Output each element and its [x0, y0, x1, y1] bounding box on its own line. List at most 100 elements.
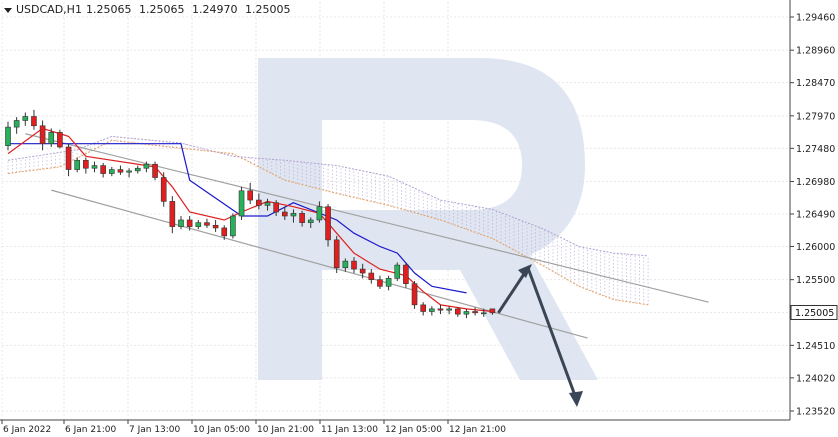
senkou-span-a: [7, 139, 649, 306]
candle-body-14: [126, 170, 132, 173]
candle-body-43: [377, 279, 383, 287]
candle-body-12: [109, 169, 115, 174]
candle-body-37: [325, 206, 331, 241]
candle-body-16: [143, 163, 150, 169]
time-tick-label-0: 6 Jan 2022: [3, 425, 51, 435]
candle-body-19: [169, 201, 176, 227]
candle-body-13: [117, 169, 124, 173]
candle-body-10: [91, 165, 98, 169]
chart-header: USDCAD,H1 1.25065 1.25065 1.24970 1.2500…: [4, 3, 294, 16]
candle-body-45: [394, 264, 401, 279]
candle-body-6: [57, 132, 63, 148]
candle-body-42: [368, 272, 375, 280]
candle-body-35: [307, 219, 314, 223]
time-tick-label-2: 7 Jan 13:00: [129, 425, 181, 435]
candle-body-5: [48, 132, 55, 144]
candle-body-54: [472, 311, 478, 314]
candle-body-8: [74, 159, 80, 170]
forecast-up-arrowhead: [518, 264, 532, 278]
candle-body-24: [212, 224, 219, 229]
candle-body-41: [359, 268, 366, 274]
kijun-line: [8, 143, 467, 294]
price-tick-label-6: 1.26490: [796, 210, 835, 221]
candle-body-3: [31, 116, 37, 127]
price-tick-label-11: 1.24020: [796, 373, 835, 384]
symbol-label: USDCAD,H1: [16, 3, 82, 16]
candle-body-47: [411, 283, 418, 306]
candle-body-40: [351, 260, 357, 270]
time-tick-label-6: 12 Jan 05:00: [385, 425, 442, 435]
price-tick-label-10: 1.24510: [796, 341, 835, 352]
time-tick-label-4: 10 Jan 21:00: [257, 425, 314, 435]
candle-body-33: [290, 213, 297, 217]
price-tick-label-1: 1.28960: [796, 46, 835, 57]
candle-body-55: [480, 312, 487, 315]
candle-body-39: [342, 260, 349, 269]
open-value: 1.25065: [85, 3, 132, 16]
candle-body-38: [333, 239, 340, 269]
candle-body-31: [273, 202, 279, 213]
candle-body-4: [39, 125, 46, 144]
candle-body-11: [100, 165, 106, 174]
candle-body-21: [186, 219, 193, 227]
price-axis: 1.29460 1.28960 1.28470 1.27970 1.27480 1.269…: [790, 13, 835, 418]
candle-body-7: [65, 146, 72, 170]
candle-body-18: [160, 177, 167, 202]
channel-line-lower: [51, 189, 588, 339]
price-tick-label-5: 1.26980: [796, 177, 835, 188]
candle-body-1: [13, 120, 20, 128]
candle-body-15: [134, 167, 141, 172]
candle-body-25: [221, 227, 228, 237]
candle-body-26: [230, 215, 236, 237]
high-value: 1.25065: [138, 3, 185, 16]
candle-body-44: [385, 278, 392, 287]
price-tick-label-2: 1.28470: [796, 78, 835, 89]
candles: [5, 109, 496, 319]
candle-body-49: [429, 308, 435, 312]
kijun-sen: [8, 143, 467, 294]
candle-body-51: [446, 308, 452, 311]
channel-line-upper: [25, 133, 709, 303]
watermark-logo: [258, 58, 598, 380]
forecast-up-segment: [497, 267, 530, 314]
candle-body-29: [256, 199, 262, 206]
candle-body-34: [299, 213, 305, 223]
current-price-badge: 1.25005: [790, 305, 838, 320]
candle-body-20: [178, 219, 184, 227]
candle-body-36: [316, 206, 323, 221]
forecast-arrow: [497, 264, 583, 407]
time-tick-label-7: 12 Jan 21:00: [449, 425, 506, 435]
candle-body-23: [204, 222, 210, 226]
watermark-letter-r: [258, 58, 598, 380]
candle-body-53: [463, 311, 470, 315]
senkou-span-b: [7, 135, 649, 257]
candle-body-28: [247, 190, 253, 201]
candle-body-50: [437, 308, 444, 311]
candle-body-32: [281, 211, 288, 217]
candle-body-17: [152, 163, 158, 178]
candle-body-48: [420, 304, 427, 312]
candle-body-9: [83, 159, 89, 169]
price-tick-label-12: 1.23520: [796, 407, 835, 418]
candle-body-2: [22, 116, 29, 121]
candle-body-0: [5, 126, 11, 146]
forecast-down-segment: [526, 267, 579, 402]
candle-body-56: [489, 308, 496, 314]
low-value: 1.24970: [191, 3, 238, 16]
current-price-box: [790, 305, 838, 320]
symbol-menu-icon[interactable]: [4, 7, 12, 13]
current-price-label: 1.25005: [795, 308, 834, 319]
time-tick-label-5: 11 Jan 13:00: [321, 425, 378, 435]
price-tick-label-3: 1.27970: [796, 111, 835, 122]
candle-body-46: [403, 264, 409, 284]
axes: [0, 0, 791, 421]
forecast-down-arrowhead: [569, 391, 583, 407]
price-tick-label-0: 1.29460: [796, 13, 835, 24]
price-tick-label-7: 1.26000: [796, 242, 835, 253]
trend-channel: [25, 133, 709, 339]
price-tick-label-8: 1.25500: [796, 275, 835, 286]
candle-body-30: [264, 202, 271, 206]
time-tick-label-1: 6 Jan 21:00: [65, 425, 117, 435]
candle-body-22: [195, 222, 202, 227]
